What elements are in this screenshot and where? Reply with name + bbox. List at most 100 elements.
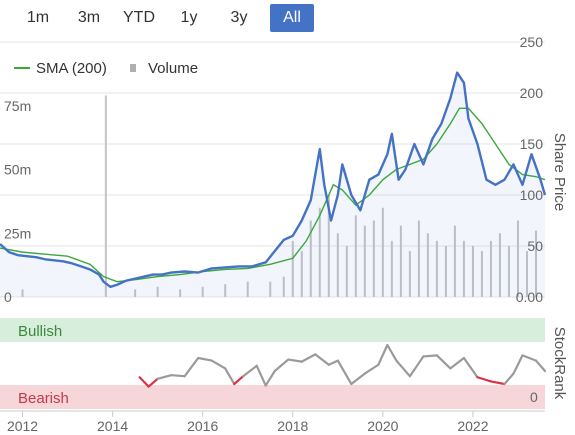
range-button-3y[interactable]: 3y <box>230 9 248 26</box>
price-tick-label: 200 <box>520 85 544 101</box>
volume-bar <box>318 207 321 297</box>
stockrank-segment <box>386 343 398 362</box>
stockrank-segment <box>462 356 479 379</box>
stockrank-segment <box>363 363 380 375</box>
stockrank-segment <box>183 356 200 378</box>
stockrank-segment <box>273 358 290 373</box>
stockrank-axis-tick-0: 0 <box>530 389 538 405</box>
volume-axis-ticks: 75m 50m 25m 0 <box>4 98 31 305</box>
volume-tick-label: 50m <box>4 162 31 178</box>
volume-bar <box>363 225 366 297</box>
volume-bar <box>224 284 227 297</box>
price-legend: SMA (200) Volume <box>14 60 198 77</box>
volume-bar <box>435 240 438 297</box>
volume-bar <box>336 233 339 297</box>
stockrank-segment <box>521 354 538 362</box>
range-button-all[interactable]: All <box>270 4 314 32</box>
stockrank-segment <box>300 353 317 363</box>
stockrank-panel: Bullish Bearish 0 StockRank <box>0 318 568 409</box>
volume-bar <box>381 207 384 297</box>
stockrank-segment <box>327 359 339 366</box>
volume-tick-label: 25m <box>4 225 31 241</box>
x-tick-label: 2022 <box>457 418 488 434</box>
stockrank-segment <box>147 377 159 388</box>
bullish-label: Bullish <box>18 323 62 340</box>
volume-bars <box>21 95 537 297</box>
volume-bar <box>399 225 402 297</box>
price-tick-label: 250 <box>520 34 544 50</box>
volume-bar <box>408 251 411 297</box>
stockrank-segment <box>489 380 506 386</box>
legend-volume-label: Volume <box>148 60 198 77</box>
volume-bar <box>134 289 137 297</box>
stockrank-segment <box>449 356 466 370</box>
volume-bar <box>444 246 447 297</box>
volume-bar <box>282 276 285 297</box>
volume-bar <box>471 246 474 297</box>
range-selector: 1m 3m YTD 1y 3y All <box>0 0 575 34</box>
stockrank-segment <box>170 374 186 378</box>
price-tick-label: 100 <box>520 187 544 203</box>
volume-bar <box>345 246 348 297</box>
price-tick-label: 50 <box>527 238 543 254</box>
volume-bar <box>534 230 537 297</box>
volume-bar <box>156 286 159 297</box>
range-button-1y[interactable]: 1y <box>180 9 198 26</box>
legend-sma-label: SMA (200) <box>36 60 107 77</box>
volume-bar <box>104 95 107 297</box>
stockrank-segment <box>435 354 452 370</box>
price-axis-ticks: 250 200 150 100 50 0.00 <box>516 34 543 305</box>
stockrank-segment <box>534 359 547 373</box>
stockrank-segment <box>422 354 439 358</box>
x-tick-label: 2016 <box>187 418 218 434</box>
x-tick-label: 2014 <box>97 418 128 434</box>
stockrank-segment <box>197 356 213 362</box>
stockrank-segment <box>395 359 411 378</box>
bullish-band <box>0 318 545 342</box>
volume-bar <box>426 233 429 297</box>
volume-bar <box>516 220 519 297</box>
stockrank-segment <box>233 375 245 386</box>
x-tick-label: 2012 <box>7 418 38 434</box>
stockrank-segment <box>287 358 303 363</box>
volume-bar <box>372 220 375 297</box>
volume-bar <box>309 220 312 297</box>
stockrank-segment <box>264 369 276 387</box>
range-button-1m[interactable]: 1m <box>26 9 50 26</box>
volume-bar <box>269 281 272 297</box>
volume-bar <box>525 251 528 297</box>
volume-bar <box>21 289 24 297</box>
volume-bar <box>300 251 303 297</box>
range-button-3m[interactable]: 3m <box>77 9 101 26</box>
volume-bar <box>327 195 330 297</box>
stockrank-segment <box>255 364 267 387</box>
price-area-fill <box>0 72 545 297</box>
x-tick-label: 2018 <box>277 418 308 434</box>
volume-bar <box>246 281 249 297</box>
volume-bar <box>179 289 182 297</box>
legend-volume-swatch <box>130 64 136 72</box>
stockrank-segment <box>242 364 258 378</box>
volume-bar <box>354 215 357 297</box>
stockrank-line <box>138 343 547 388</box>
volume-bar <box>291 240 294 297</box>
stockrank-segment <box>408 355 425 378</box>
volume-bar <box>201 286 204 297</box>
stockrank-segment <box>350 372 366 386</box>
bearish-label: Bearish <box>18 390 69 407</box>
stockrank-segment <box>476 376 493 383</box>
volume-bar <box>498 233 501 297</box>
volume-bar <box>390 240 393 297</box>
bearish-band <box>0 385 545 409</box>
sma-200-line <box>0 107 546 283</box>
stockrank-axis-label: StockRank <box>551 327 568 400</box>
volume-tick-label: 0 <box>4 289 12 305</box>
share-price-line <box>0 71 547 288</box>
price-panel: 250 200 150 100 50 0.00 75m 50m 25m 0 Share Pric… <box>0 34 568 305</box>
x-tick-label: 2020 <box>367 418 398 434</box>
volume-tick-label: 75m <box>4 98 31 114</box>
range-button-ytd[interactable]: YTD <box>123 9 155 26</box>
stockrank-segment <box>377 343 389 366</box>
price-tick-label: 150 <box>520 136 544 152</box>
